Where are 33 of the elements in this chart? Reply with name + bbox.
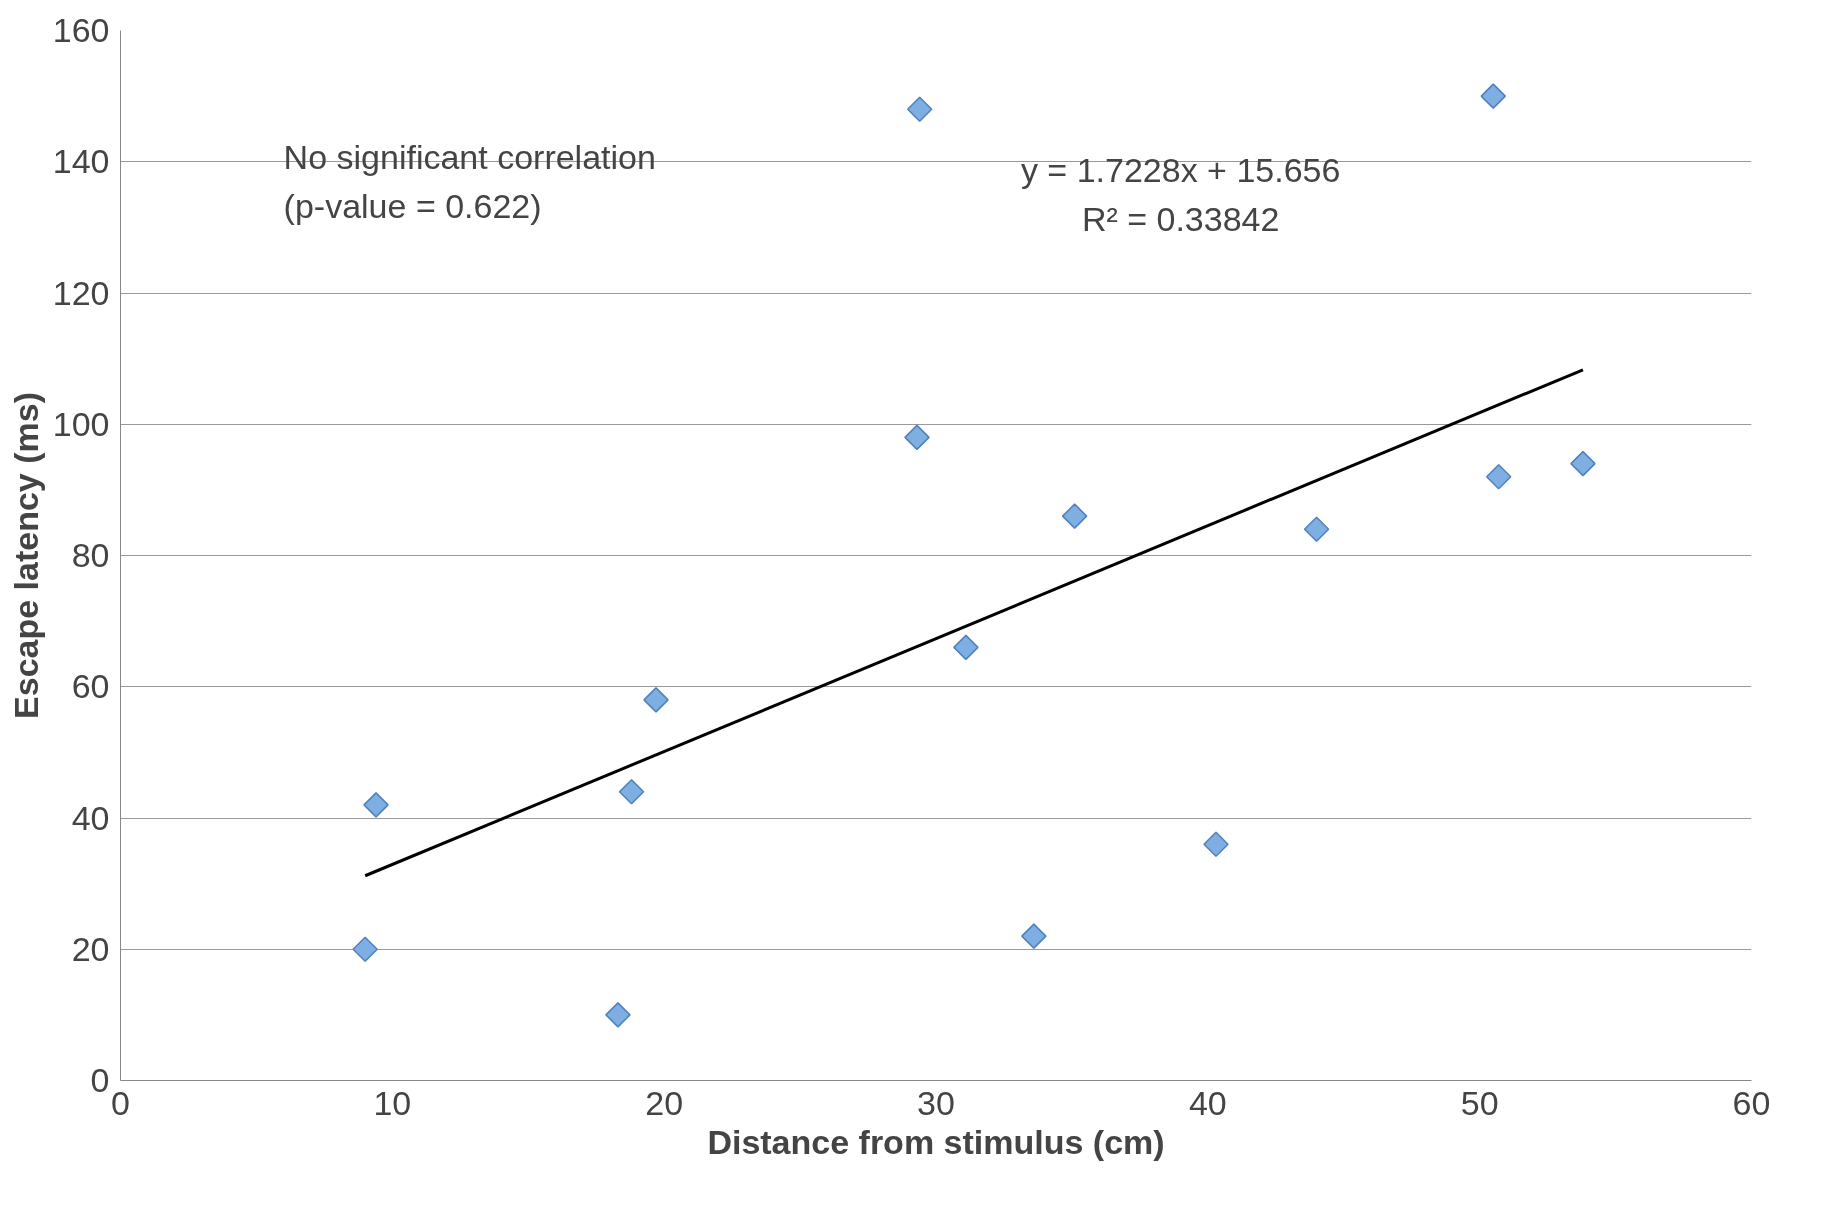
y-tick-label: 160 (52, 11, 110, 49)
point (1570, 450, 1596, 477)
point (643, 687, 669, 713)
point (605, 1002, 631, 1028)
point (1203, 831, 1229, 858)
x-tick-label: 10 (373, 1083, 412, 1122)
annotation: No significant correlation (p-value = 0.622) (283, 137, 656, 226)
point (618, 778, 645, 805)
point (904, 424, 930, 451)
y-tick-label: 120 (52, 273, 110, 312)
y-tick-label: 100 (52, 404, 110, 443)
y-tick-label: 40 (71, 798, 110, 837)
y-axis-title: Escape latency (ms) (6, 392, 45, 719)
x-tick-label: 20 (645, 1083, 684, 1122)
point (1021, 923, 1047, 949)
point (1485, 463, 1512, 490)
point (363, 792, 389, 818)
y-tick-label: 60 (71, 667, 110, 706)
point (1303, 516, 1330, 543)
point (352, 936, 378, 963)
point (906, 96, 933, 123)
y-tick-label: 80 (71, 536, 110, 574)
annotation: y = 1.7228x + 15.656 R² = 0.33842 (1020, 150, 1341, 239)
x-tick-label: 60 (1732, 1083, 1771, 1122)
point (1061, 503, 1088, 529)
y-tick-label: 20 (71, 929, 110, 968)
x-tick-label: 30 (917, 1083, 955, 1122)
x-axis-title: Distance from stimulus (cm) (707, 1122, 1165, 1161)
x-tick-label: 40 (1188, 1083, 1227, 1122)
y-tick-label: 140 (52, 142, 110, 181)
x-tick-label: 50 (1460, 1083, 1499, 1122)
point (953, 634, 979, 661)
point (1480, 83, 1507, 109)
